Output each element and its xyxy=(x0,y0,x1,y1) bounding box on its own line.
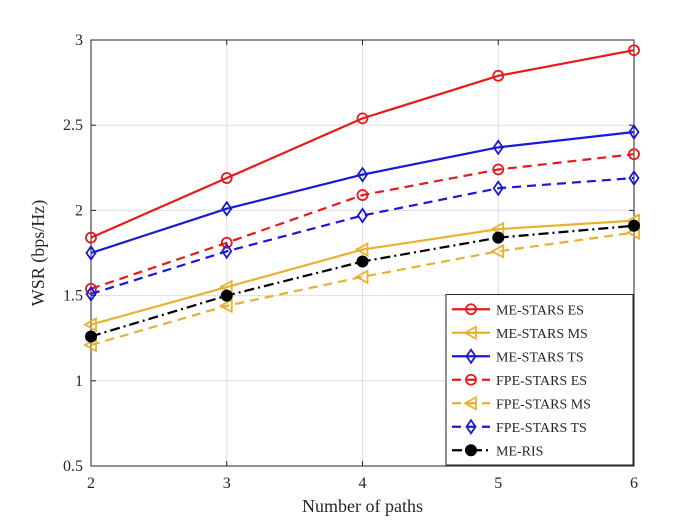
series-me-stars-ts xyxy=(85,123,640,262)
x-tick-label: 6 xyxy=(630,475,638,492)
series-line-fpe-stars-ts xyxy=(90,176,635,295)
data-point-me-stars-ts xyxy=(628,123,640,141)
data-point-me-stars-ms xyxy=(354,242,369,258)
data-point-fpe-stars-ts xyxy=(221,243,233,260)
data-point-me-stars-ts xyxy=(85,244,97,262)
data-point-fpe-stars-ms xyxy=(490,243,505,259)
data-point-me-stars-ts xyxy=(492,139,504,156)
data-point-me-stars-es xyxy=(356,112,369,125)
legend-label: ME-STARS ES xyxy=(496,303,584,318)
data-point-me-stars-ts xyxy=(356,166,369,183)
legend-swatch-marker xyxy=(465,348,477,365)
legend-swatch-marker xyxy=(463,395,477,411)
series-group xyxy=(83,44,640,353)
data-point-fpe-stars-es xyxy=(628,148,640,161)
data-point-fpe-stars-ts xyxy=(356,207,369,224)
data-point-me-stars-es xyxy=(220,172,233,184)
data-point-me-ris xyxy=(220,289,233,302)
legend-label: ME-STARS TS xyxy=(496,350,584,365)
y-axis-label: WSR (bps/Hz) xyxy=(28,200,49,307)
data-point-fpe-stars-ms xyxy=(354,269,369,285)
legend-label: FPE-STARS ES xyxy=(496,374,587,389)
data-point-fpe-stars-ts xyxy=(492,180,504,197)
y-tick-label: 1 xyxy=(75,373,83,390)
series-line-me-stars-es xyxy=(90,49,635,239)
legend-item-me-stars-ms: ME-STARS MS xyxy=(452,325,588,342)
data-point-fpe-stars-ts xyxy=(628,169,640,187)
series-line-me-stars-ts xyxy=(90,130,635,255)
series-fpe-stars-ts xyxy=(85,169,640,302)
x-tick-label: 5 xyxy=(494,475,502,492)
series-line-fpe-stars-es xyxy=(90,153,635,290)
legend-item-me-stars-es: ME-STARS ES xyxy=(452,303,584,318)
y-tick-label: 2.5 xyxy=(63,117,83,134)
legend-swatch-marker xyxy=(465,418,477,435)
data-point-fpe-stars-ms xyxy=(218,298,233,314)
y-tick-label: 3 xyxy=(75,32,83,49)
data-point-me-stars-ts xyxy=(221,200,233,217)
legend: ME-STARS ES ME-STARS MS ME-STARS TS FPE-STA… xyxy=(445,294,634,466)
legend-swatch-marker xyxy=(465,373,477,386)
data-point-me-ris xyxy=(356,255,369,268)
data-point-me-ris xyxy=(492,231,505,244)
data-point-fpe-stars-es xyxy=(356,189,369,201)
y-tick-label: 2 xyxy=(75,202,83,219)
data-point-me-stars-es xyxy=(492,69,505,82)
legend-item-fpe-stars-es: FPE-STARS ES xyxy=(452,374,587,389)
x-tick-label: 3 xyxy=(223,475,231,492)
x-tick-label: 4 xyxy=(359,475,367,492)
data-point-me-stars-ms xyxy=(83,317,97,333)
legend-item-me-stars-ts: ME-STARS TS xyxy=(452,348,584,365)
legend-swatch-marker xyxy=(465,303,477,316)
series-me-stars-es xyxy=(85,44,640,244)
data-point-me-stars-es xyxy=(85,231,97,244)
legend-item-fpe-stars-ms: FPE-STARS MS xyxy=(452,395,591,412)
legend-label: FPE-STARS TS xyxy=(496,421,587,436)
data-point-me-ris xyxy=(628,219,640,232)
legend-item-fpe-stars-ts: FPE-STARS TS xyxy=(452,418,587,436)
legend-label: ME-STARS MS xyxy=(496,327,588,342)
y-tick-label: 1.5 xyxy=(63,288,83,305)
series-line-me-stars-ms xyxy=(90,219,635,326)
data-point-fpe-stars-es xyxy=(220,236,233,249)
series-line-fpe-stars-ms xyxy=(90,231,635,347)
y-tick-label: 0.5 xyxy=(63,458,83,475)
legend-item-me-ris: ME-RIS xyxy=(452,444,543,459)
data-point-fpe-stars-es xyxy=(492,163,505,176)
series-fpe-stars-es xyxy=(85,148,640,295)
x-axis-label: Number of paths xyxy=(302,496,423,516)
legend-swatch-marker xyxy=(465,444,477,457)
series-me-ris xyxy=(85,219,640,343)
data-point-fpe-stars-ts xyxy=(85,285,97,302)
legend-label: ME-RIS xyxy=(496,444,543,459)
legend-box xyxy=(445,294,634,466)
data-point-me-ris xyxy=(85,330,97,343)
legend-label: FPE-STARS MS xyxy=(496,397,591,412)
data-point-me-stars-es xyxy=(628,44,640,57)
x-tick-label: 2 xyxy=(87,475,95,492)
legend-swatch-marker xyxy=(463,325,477,341)
